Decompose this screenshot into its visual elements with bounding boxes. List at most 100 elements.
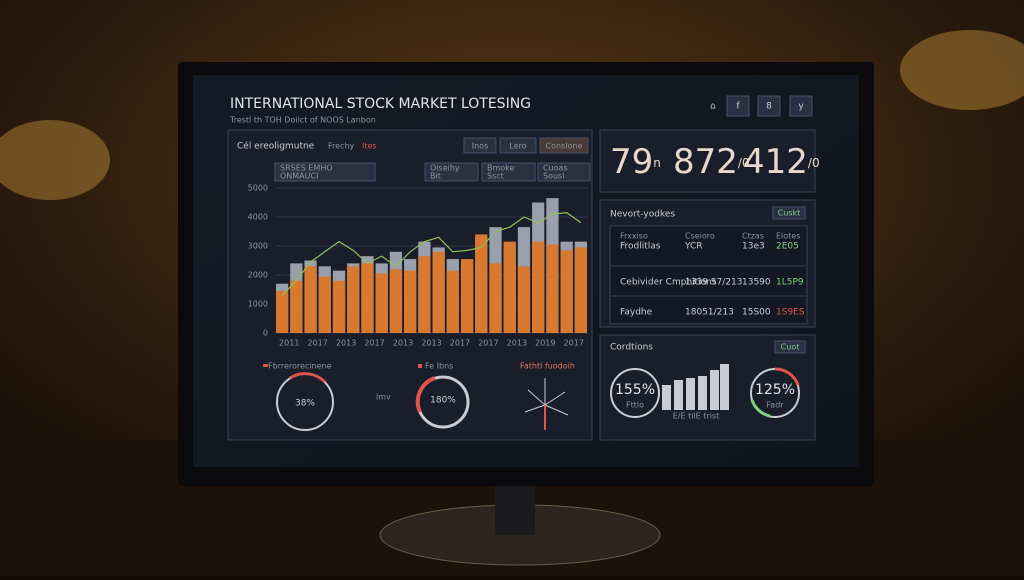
gauge-ring (610, 368, 660, 418)
y-tick-label: 5000 (248, 184, 268, 193)
icon-button[interactable] (789, 95, 813, 117)
gauge-arc (415, 376, 436, 413)
button-label[interactable]: Inos (472, 142, 489, 151)
gauge-arc (750, 399, 771, 418)
icon-button[interactable] (726, 95, 750, 117)
bar (304, 266, 317, 333)
legend-text: ONMAUCI (280, 172, 318, 181)
table-cell: 13e3 (742, 242, 765, 252)
bar (560, 250, 573, 333)
stat-value: 872/0 (673, 142, 750, 182)
legend-box[interactable] (537, 162, 591, 182)
title: INTERNATIONAL STOCK MARKET LOTESING (230, 96, 531, 112)
table-cell: 2E05 (776, 242, 799, 252)
legend-text: SRSES EMHO (280, 164, 333, 173)
bar (574, 247, 587, 333)
bar (332, 280, 346, 333)
stat-big: 872 (673, 142, 738, 182)
filter[interactable]: Frechy (328, 142, 355, 151)
x-tick-label: 2013 (336, 339, 356, 348)
monitor-neck (495, 485, 535, 535)
stats-panel (599, 129, 816, 193)
gauge-title: Fbrrerorecinene (268, 362, 332, 371)
x-tick-label: 2013 (507, 339, 527, 348)
button-label[interactable]: Lero (509, 142, 526, 151)
y-tick-label: 2000 (248, 271, 268, 280)
bar (517, 266, 531, 333)
button[interactable] (539, 137, 589, 154)
legend-text: Bmoke (487, 164, 515, 173)
table-cell: 1339 57/213 (685, 278, 742, 288)
icon[interactable]: ⌂ (710, 102, 716, 112)
x-tick-label: 2013 (421, 339, 441, 348)
stat-small: n (653, 156, 661, 170)
table-header: Ctzas (742, 232, 764, 241)
legend-text: Cuoas (543, 164, 568, 173)
y-tick-label: 0 (263, 329, 268, 338)
stat-small: /0 (738, 156, 750, 170)
icon[interactable]: f (736, 102, 740, 112)
gauge-arc (289, 372, 327, 384)
subtitle: Trestl th TOH Doilct of NOOS Lanbon (229, 116, 376, 125)
bar (503, 241, 516, 333)
bar (347, 266, 360, 333)
line (281, 212, 582, 296)
legend-box[interactable] (424, 162, 479, 182)
x-tick-label: 2017 (308, 339, 328, 348)
y-tick-label: 1000 (248, 300, 268, 309)
button[interactable] (774, 340, 806, 354)
x-tick-label: 2017 (450, 339, 470, 348)
table-cell: 1L5P9 (776, 278, 804, 288)
gauge-value: 180% (430, 396, 456, 406)
filter-value[interactable]: Ites (362, 142, 377, 151)
button-label[interactable]: Cuskt (778, 209, 801, 218)
icon[interactable]: 8 (766, 102, 772, 112)
legend-box[interactable] (481, 162, 536, 182)
x-tick-label: 2017 (478, 339, 498, 348)
x-tick-label: 2019 (535, 339, 555, 348)
table-cell: 1S9ES (776, 308, 805, 318)
stat-value: 79n (610, 142, 661, 182)
table-cell: Frodlitlas (620, 242, 661, 252)
icon-button[interactable] (757, 95, 781, 117)
x-tick-label: 2011 (279, 339, 299, 348)
bar (290, 280, 303, 333)
button[interactable] (772, 206, 806, 220)
table-cell: YCR (684, 242, 703, 252)
table-cell: Cebivider Cmphitions (620, 278, 717, 288)
legend-box[interactable] (274, 162, 376, 182)
icon[interactable]: y (798, 102, 804, 112)
table-cell: 18051/213 (685, 308, 734, 318)
dashboard: INTERNATIONAL STOCK MARKET LOTESING Tres… (227, 95, 820, 441)
bar (375, 273, 388, 333)
bar (318, 276, 331, 333)
bar (432, 251, 445, 333)
bar (418, 256, 431, 333)
radial-gauge (524, 378, 569, 430)
gauge-title: Fe Ibns (425, 362, 453, 371)
bar (489, 263, 502, 333)
legend-text: Sousl (543, 172, 564, 181)
table-header: Cseioro (685, 232, 715, 241)
marker (263, 364, 268, 367)
table-header: Elotes (776, 232, 800, 241)
stat-value: 412/0 (743, 142, 820, 182)
button[interactable] (463, 137, 497, 154)
bar (404, 270, 417, 333)
gauge-arc (774, 367, 800, 386)
bar (361, 263, 374, 333)
bar (475, 234, 488, 333)
table-cell: Faydhe (620, 308, 653, 318)
panel-title: Cél ereoligmutne (237, 141, 315, 152)
stat-big: 79 (610, 142, 653, 182)
button[interactable] (499, 137, 537, 154)
button-label[interactable]: Cuot (781, 343, 800, 352)
bar (446, 270, 459, 333)
x-tick-label: 2017 (564, 339, 584, 348)
x-tick-label: 2013 (393, 339, 413, 348)
bar-caption: E/E tilE trist (673, 412, 719, 421)
chandelier-glow (0, 120, 110, 200)
legend-text: Bit (430, 172, 441, 181)
button-label[interactable]: Conslone (546, 142, 583, 151)
